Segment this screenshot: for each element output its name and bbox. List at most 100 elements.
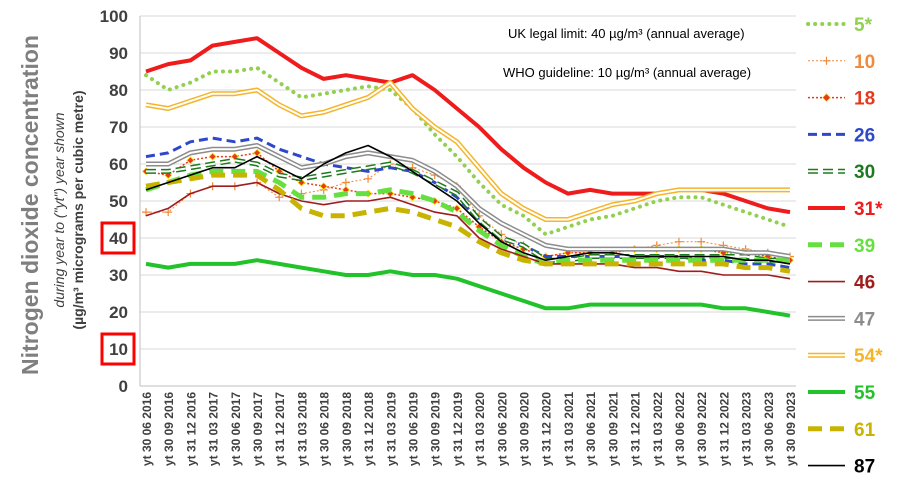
series-61 <box>145 172 791 274</box>
y-tick-label: 70 <box>109 118 128 137</box>
x-tick-label: yt 31 03 2018 <box>295 392 309 466</box>
legend-item: 5* <box>806 15 873 36</box>
series-line <box>145 168 790 267</box>
data-point <box>364 174 373 183</box>
y-axis-title: Nitrogen dioxide concentration <box>17 35 43 375</box>
x-tick-label: yt 30 09 2022 <box>695 392 709 466</box>
data-point <box>319 182 328 191</box>
series-line-inner <box>146 144 791 258</box>
x-tick-label: yt 30 09 2016 <box>162 392 176 466</box>
y-tick-label: 30 <box>109 266 128 285</box>
legend: 5* 10 18 26 30 31* 39 46 47 54* 55 61 87 <box>806 15 883 478</box>
data-point <box>341 178 350 187</box>
data-point <box>186 156 195 165</box>
series-line-inner <box>145 81 790 221</box>
x-tick-label: yt 30 06 2023 <box>762 392 776 466</box>
legend-label: 18 <box>854 89 875 110</box>
data-point <box>697 237 706 246</box>
y-tick-labels: 0 10 20 30 40 50 60 70 80 90 100 <box>100 7 136 396</box>
x-tick-label: yt 31 03 2019 <box>384 392 398 466</box>
uk-legal-limit-annotation: UK legal limit: 40 µg/m³ (annual average… <box>508 26 745 41</box>
legend-label: 31* <box>854 199 883 220</box>
series-line <box>144 65 792 237</box>
x-tick-label: yt 31 12 2017 <box>273 392 287 466</box>
x-tick-label: yt 30 06 2021 <box>584 392 598 466</box>
data-point <box>452 204 461 213</box>
series-54-star <box>145 80 790 222</box>
data-point <box>275 193 284 202</box>
x-tick-label: yt 31 03 2021 <box>562 392 576 466</box>
y-tick-label: 100 <box>100 7 128 26</box>
legend-label: 47 <box>854 309 875 330</box>
data-point <box>208 152 217 161</box>
series-26 <box>145 136 791 270</box>
legend-label: 5* <box>854 15 873 36</box>
y-tick-label: 0 <box>119 377 128 396</box>
x-tick-label: yt 30 09 2018 <box>340 392 354 466</box>
y-tick-label: 60 <box>109 155 128 174</box>
legend-label: 26 <box>854 125 875 146</box>
legend-label: 10 <box>854 52 875 73</box>
x-tick-label: yt 30 06 2022 <box>673 392 687 466</box>
x-tick-label: yt 31 12 2020 <box>540 392 554 466</box>
legend-item: 46 <box>808 273 875 294</box>
x-tick-label: yt 30 06 2016 <box>140 392 154 466</box>
legend-item: 30 <box>808 162 875 183</box>
legend-label: 55 <box>854 383 876 404</box>
x-tick-label: yt 30 09 2020 <box>518 392 532 466</box>
x-tick-labels: yt 30 06 2016 yt 30 09 2016 yt 31 12 2016 y… <box>140 392 798 466</box>
x-tick-label: yt 30 06 2019 <box>406 392 420 466</box>
data-point <box>230 152 239 161</box>
x-tick-label: yt 31 03 2022 <box>651 392 665 466</box>
legend-marker <box>822 56 831 65</box>
legend-item: 87 <box>808 457 875 478</box>
x-tick-label: yt 31 12 2021 <box>629 392 643 466</box>
legend-item: 18 <box>808 89 875 110</box>
series-line <box>145 258 791 318</box>
legend-label: 30 <box>854 162 875 183</box>
data-point <box>297 178 306 187</box>
y-tick-highlight-box <box>100 332 136 366</box>
x-tick-label: yt 30 06 2020 <box>495 392 509 466</box>
x-tick-label: yt 30 09 2021 <box>606 392 620 466</box>
x-tick-label: yt 31 03 2017 <box>207 392 221 466</box>
legend-item: 31* <box>808 199 883 220</box>
series-39 <box>145 168 790 267</box>
data-point <box>252 148 262 157</box>
series-55 <box>145 258 791 318</box>
x-tick-label: yt 30 09 2023 <box>784 392 798 466</box>
x-tick-label: yt 31 12 2018 <box>362 392 376 466</box>
y-tick-label: 40 <box>109 229 128 248</box>
series-line <box>145 144 791 265</box>
series-46 <box>145 181 791 280</box>
series-line <box>146 163 791 257</box>
data-point <box>164 208 173 217</box>
x-tick-label: yt 30 06 2018 <box>318 392 332 466</box>
series-47 <box>146 143 791 259</box>
legend-label: 46 <box>854 273 875 294</box>
series-87 <box>145 144 791 265</box>
series-line <box>145 181 791 280</box>
x-tick-label: yt 31 12 2016 <box>184 392 198 466</box>
y-tick-label: 10 <box>109 340 128 359</box>
data-point <box>142 208 150 217</box>
y-tick-label: 20 <box>109 303 128 322</box>
legend-item: 26 <box>808 125 875 146</box>
data-point <box>674 237 683 246</box>
series-line <box>145 136 791 270</box>
y-axis-subtitle-2: (µg/m³ micrograms per cubic metre) <box>70 90 86 329</box>
legend-label: 54* <box>854 346 883 367</box>
legend-item: 54* <box>808 346 883 367</box>
who-guideline-annotation: WHO guideline: 10 µg/m³ (annual average) <box>503 65 751 80</box>
legend-item: 47 <box>808 309 875 330</box>
x-tick-label: yt 31 03 2020 <box>473 392 487 466</box>
legend-label: 61 <box>854 420 876 441</box>
y-tick-label: 80 <box>109 81 128 100</box>
y-tick-label: 50 <box>109 192 128 211</box>
x-tick-label: yt 31 12 2019 <box>451 392 465 466</box>
x-tick-label: yt 31 03 2023 <box>740 392 754 466</box>
x-tick-label: yt 30 06 2017 <box>229 392 243 466</box>
legend-label: 39 <box>854 236 875 257</box>
